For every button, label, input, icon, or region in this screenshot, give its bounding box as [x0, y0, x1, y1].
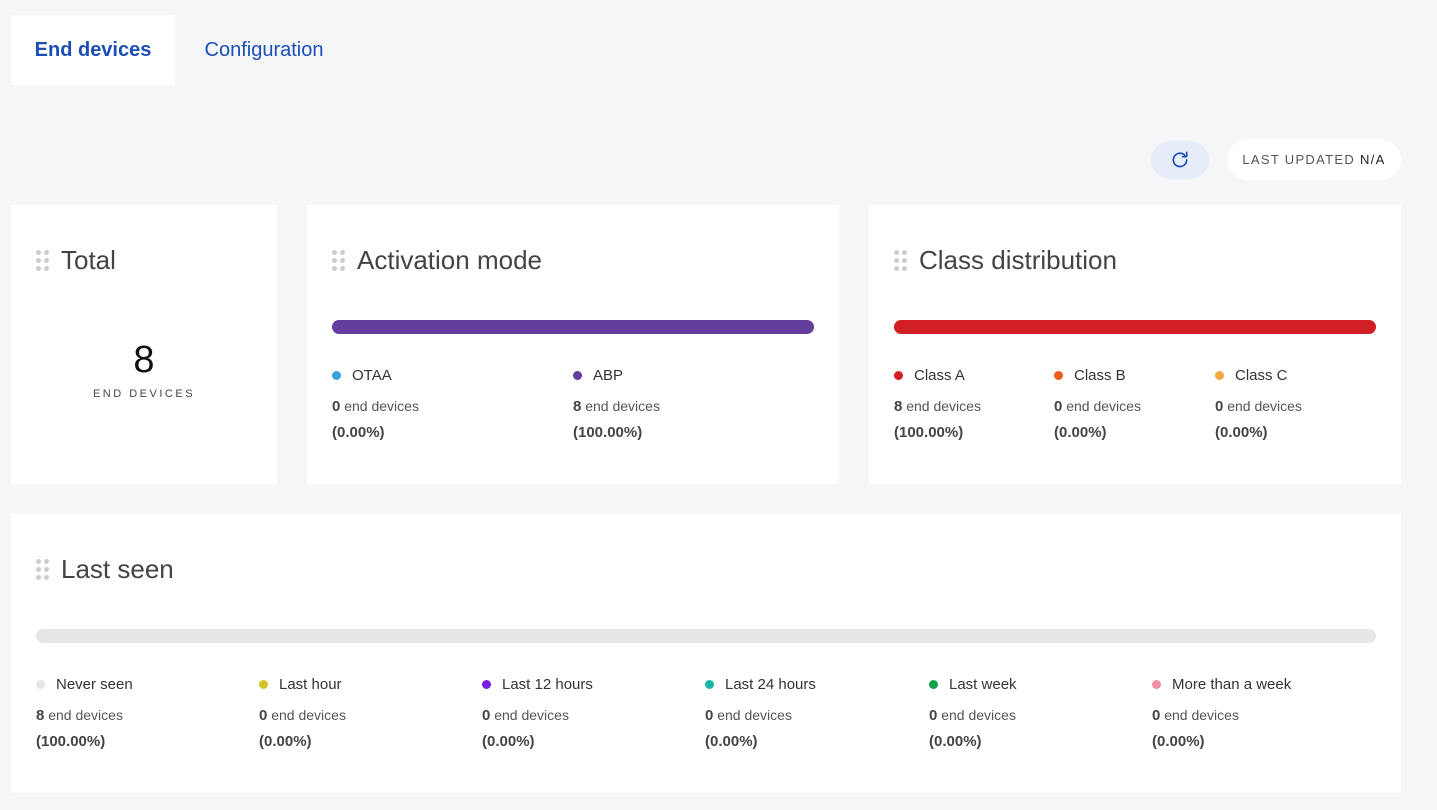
legend-item-class-a: Class A 8 end devices (100.00%) — [894, 365, 981, 441]
drag-handle-icon[interactable] — [894, 250, 907, 271]
card-title: Total — [61, 245, 116, 275]
legend-unit: end devices — [48, 707, 123, 723]
tab-bar: End devices Configuration — [11, 15, 353, 85]
last-updated-badge: LAST UPDATED N/A — [1227, 139, 1401, 180]
drag-handle-icon[interactable] — [36, 559, 49, 580]
legend-unit: end devices — [1164, 707, 1239, 723]
legend-item-last-12-hours: Last 12 hours 0 end devices (0.00%) — [482, 674, 593, 750]
legend-label: Never seen — [56, 675, 133, 693]
legend-percent: (0.00%) — [1215, 424, 1268, 441]
legend-dot — [894, 370, 903, 380]
legend-dot — [573, 370, 582, 380]
legend-percent: (0.00%) — [1152, 733, 1205, 750]
legend-count: 0 — [1152, 707, 1161, 724]
legend-count: 0 — [1054, 398, 1063, 415]
tab-end-devices[interactable]: End devices — [11, 15, 175, 85]
drag-handle-icon[interactable] — [36, 250, 49, 271]
legend-count: 8 — [36, 707, 45, 724]
legend-label: Class C — [1235, 366, 1288, 384]
legend-percent: (100.00%) — [573, 424, 643, 441]
legend-unit: end devices — [585, 398, 660, 414]
card-header: Last seen — [36, 554, 174, 585]
refresh-button[interactable] — [1151, 141, 1209, 179]
legend-dot — [259, 679, 268, 689]
card-header: Total — [36, 245, 116, 276]
card-title: Class distribution — [919, 245, 1117, 275]
card-title: Last seen — [61, 554, 174, 584]
legend-count: 8 — [573, 398, 582, 415]
legend-label: Last week — [949, 675, 1017, 693]
legend-item-last-week: Last week 0 end devices (0.00%) — [929, 674, 1017, 750]
legend-count: 0 — [259, 707, 268, 724]
legend-unit: end devices — [1227, 398, 1302, 414]
legend-item-class-c: Class C 0 end devices (0.00%) — [1215, 365, 1302, 441]
legend-percent: (100.00%) — [36, 733, 106, 750]
legend-percent: (0.00%) — [929, 733, 982, 750]
drag-handle-icon[interactable] — [332, 250, 345, 271]
legend-unit: end devices — [941, 707, 1016, 723]
legend-item-never-seen: Never seen 8 end devices (100.00%) — [36, 674, 133, 750]
legend-dot — [1215, 370, 1224, 380]
total-count: 8 — [133, 339, 155, 381]
legend-label: OTAA — [352, 366, 392, 384]
activation-distribution-bar — [332, 320, 814, 334]
legend-dot — [705, 679, 714, 689]
legend-percent: (0.00%) — [259, 733, 312, 750]
last-seen-card: Last seen Never seen 8 end devices (100.… — [11, 514, 1401, 793]
legend-percent: (0.00%) — [1054, 424, 1107, 441]
card-title: Activation mode — [357, 245, 542, 275]
activation-mode-card: Activation mode OTAA 0 end devices (0.00… — [307, 205, 839, 484]
legend-item-more-than-a-week: More than a week 0 end devices (0.00%) — [1152, 674, 1291, 750]
legend-label: Last 24 hours — [725, 675, 816, 693]
legend-label: Last 12 hours — [502, 675, 593, 693]
legend-item-otaa: OTAA 0 end devices (0.00%) — [332, 365, 419, 441]
legend-count: 0 — [705, 707, 714, 724]
legend-percent: (0.00%) — [705, 733, 758, 750]
total-label: END DEVICES — [92, 388, 196, 400]
refresh-icon — [1172, 151, 1188, 168]
legend-unit: end devices — [1066, 398, 1141, 414]
legend-unit: end devices — [271, 707, 346, 723]
legend-label: Last hour — [279, 675, 342, 693]
legend-percent: (100.00%) — [894, 424, 964, 441]
last-updated-value: N/A — [1360, 152, 1386, 167]
legend-item-last-hour: Last hour 0 end devices (0.00%) — [259, 674, 346, 750]
class-distribution-bar — [894, 320, 1376, 334]
legend-item-class-b: Class B 0 end devices (0.00%) — [1054, 365, 1141, 441]
last-updated-label: LAST UPDATED — [1242, 152, 1356, 167]
legend-percent: (0.00%) — [332, 424, 385, 441]
legend-unit: end devices — [906, 398, 981, 414]
legend-count: 0 — [482, 707, 491, 724]
legend-dot — [929, 679, 938, 689]
legend-dot — [482, 679, 491, 689]
legend-label: ABP — [593, 366, 624, 384]
legend-dot — [36, 679, 45, 689]
tab-configuration[interactable]: Configuration — [204, 38, 324, 61]
legend-dot — [1152, 679, 1161, 689]
legend-count: 0 — [929, 707, 938, 724]
legend-label: More than a week — [1172, 675, 1292, 693]
legend-label: Class B — [1074, 366, 1126, 384]
legend-count: 0 — [1215, 398, 1224, 415]
legend-item-last-24-hours: Last 24 hours 0 end devices (0.00%) — [705, 674, 816, 750]
legend-count: 0 — [332, 398, 341, 415]
legend-unit: end devices — [494, 707, 569, 723]
legend-percent: (0.00%) — [482, 733, 535, 750]
total-card: Total 8 END DEVICES — [11, 205, 277, 484]
card-header: Class distribution — [894, 245, 1117, 276]
class-distribution-card: Class distribution Class A 8 end devices… — [869, 205, 1401, 484]
legend-dot — [1054, 370, 1063, 380]
legend-dot — [332, 370, 341, 380]
legend-label: Class A — [914, 366, 965, 384]
legend-unit: end devices — [344, 398, 419, 414]
legend-unit: end devices — [717, 707, 792, 723]
card-header: Activation mode — [332, 245, 542, 276]
last-seen-distribution-bar — [36, 629, 1376, 643]
legend-count: 8 — [894, 398, 903, 415]
legend-item-abp: ABP 8 end devices (100.00%) — [573, 365, 660, 441]
